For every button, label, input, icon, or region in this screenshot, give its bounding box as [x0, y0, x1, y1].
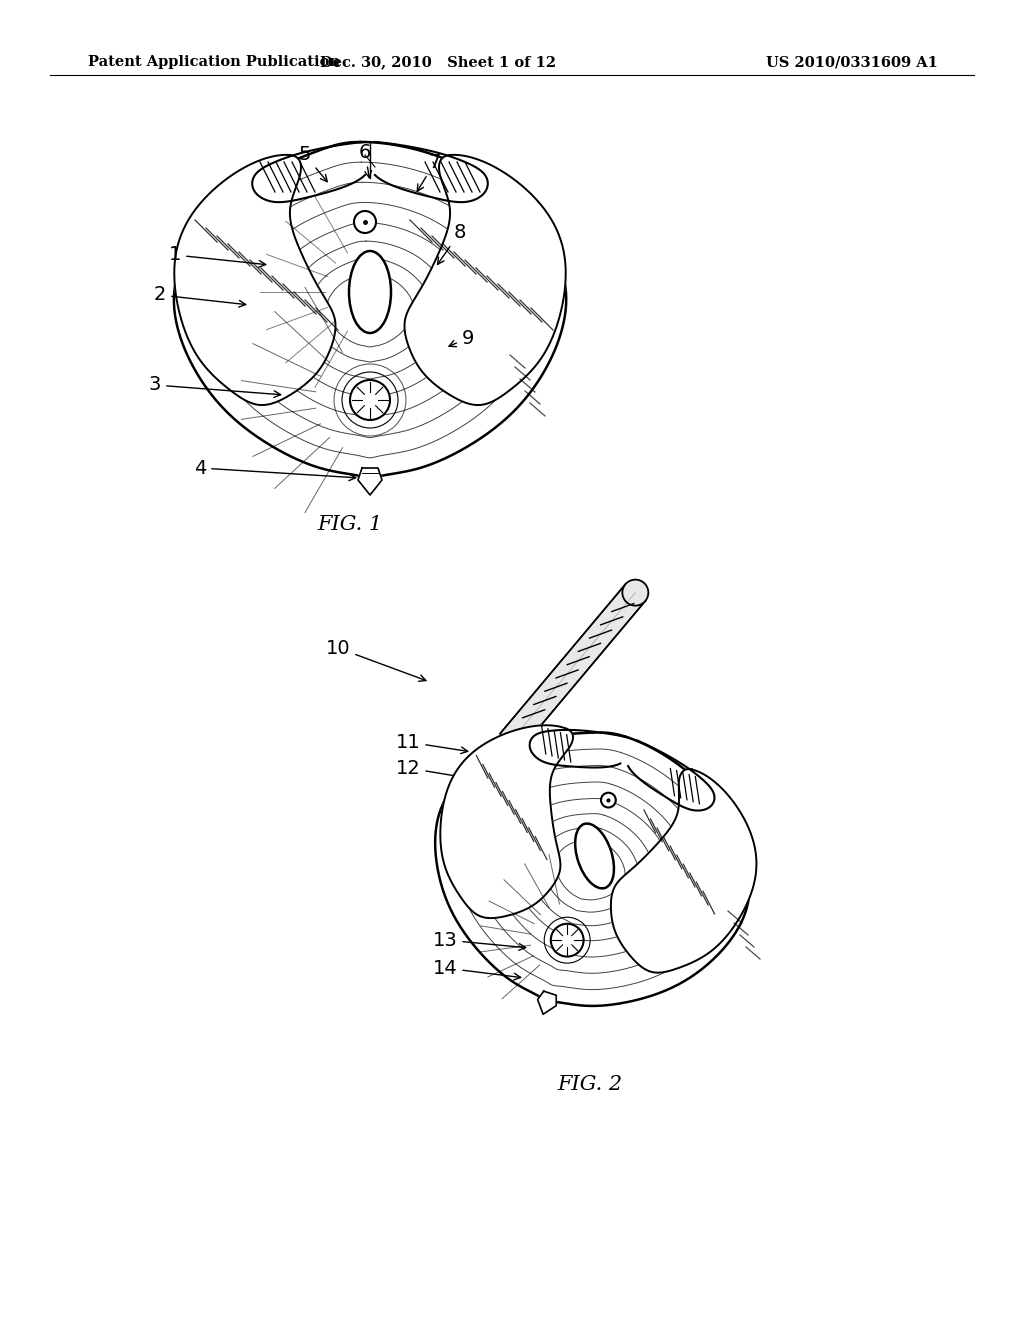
- Polygon shape: [404, 154, 565, 405]
- Text: 5: 5: [299, 145, 328, 182]
- Text: 2: 2: [154, 285, 246, 308]
- Text: Dec. 30, 2010   Sheet 1 of 12: Dec. 30, 2010 Sheet 1 of 12: [319, 55, 556, 69]
- Text: 6: 6: [358, 143, 372, 178]
- Circle shape: [354, 211, 376, 234]
- Text: 3: 3: [148, 375, 281, 397]
- Text: 9: 9: [449, 329, 474, 347]
- Circle shape: [551, 924, 584, 957]
- Ellipse shape: [575, 824, 614, 888]
- Text: 12: 12: [395, 759, 464, 780]
- Polygon shape: [174, 154, 336, 405]
- Text: 11: 11: [395, 733, 468, 754]
- Text: FIG. 2: FIG. 2: [557, 1076, 623, 1094]
- Text: 4: 4: [194, 458, 355, 480]
- Polygon shape: [358, 469, 382, 495]
- Text: 8: 8: [437, 223, 466, 264]
- Polygon shape: [500, 585, 645, 750]
- Text: FIG. 1: FIG. 1: [317, 516, 383, 535]
- Text: 10: 10: [326, 639, 426, 681]
- Text: US 2010/0331609 A1: US 2010/0331609 A1: [766, 55, 938, 69]
- Text: 1: 1: [169, 246, 265, 267]
- Polygon shape: [611, 770, 757, 973]
- Circle shape: [350, 380, 390, 420]
- Polygon shape: [440, 725, 573, 919]
- Polygon shape: [538, 991, 556, 1014]
- Text: 13: 13: [432, 931, 525, 950]
- Text: 14: 14: [432, 958, 521, 979]
- Circle shape: [623, 579, 648, 606]
- Text: 7: 7: [417, 153, 441, 191]
- Text: Patent Application Publication: Patent Application Publication: [88, 55, 340, 69]
- Circle shape: [601, 793, 615, 808]
- Ellipse shape: [349, 251, 391, 333]
